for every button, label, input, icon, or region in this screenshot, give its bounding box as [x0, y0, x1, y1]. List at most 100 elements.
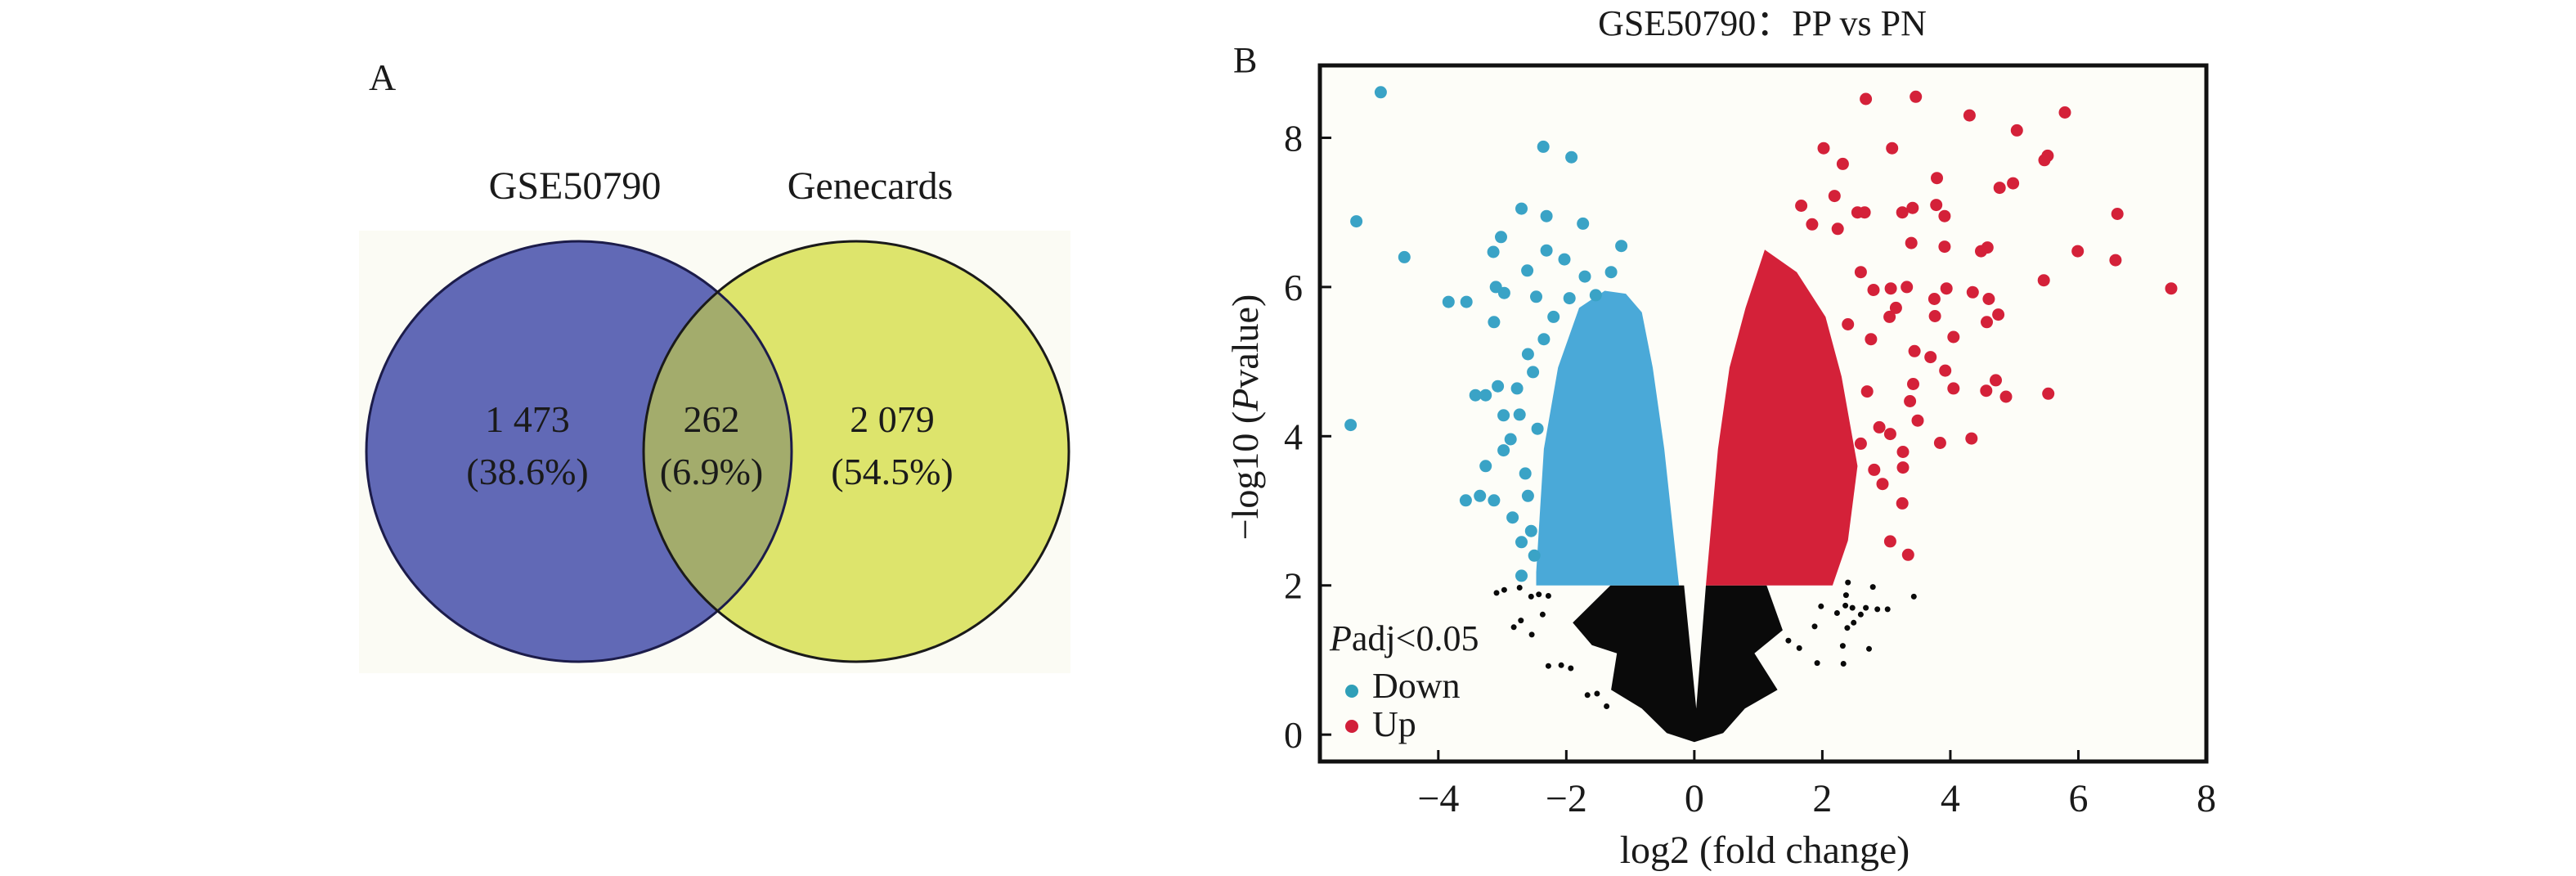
point-up	[1928, 293, 1941, 305]
point-down	[1515, 202, 1528, 215]
point-down	[1524, 524, 1537, 537]
point-down	[1495, 231, 1507, 244]
point-down	[1488, 316, 1501, 329]
point-up	[1883, 428, 1896, 441]
point-up	[1910, 90, 1923, 103]
point-ns	[1842, 592, 1849, 599]
point-up	[2111, 208, 2124, 220]
venn-count-genecards-only: 2 079	[850, 398, 935, 440]
panel-a-label: A	[369, 56, 396, 98]
legend-label-up: Up	[1372, 704, 1416, 744]
point-up	[1947, 382, 1960, 395]
point-up	[1896, 461, 1910, 474]
point-ns	[1558, 662, 1564, 668]
point-up	[1939, 364, 1952, 377]
y-tick-label: 0	[1284, 714, 1303, 756]
point-ns	[1845, 579, 1851, 586]
legend-marker-down	[1345, 685, 1358, 698]
point-ns	[1884, 606, 1891, 613]
venn-percent-intersection: (6.9%)	[660, 451, 763, 492]
point-ns	[1594, 690, 1600, 697]
venn-outline-genecards	[642, 240, 1070, 663]
x-tick-label: 0	[1685, 777, 1704, 820]
point-up	[1980, 384, 1993, 398]
y-axis-label-prefix: −log10 (	[1224, 411, 1266, 541]
point-down	[1497, 444, 1510, 457]
point-down	[1558, 253, 1571, 266]
point-ns	[1518, 618, 1524, 624]
point-up	[1889, 301, 1902, 314]
point-ns	[1785, 637, 1792, 644]
point-up	[1883, 310, 1896, 323]
point-ns	[1851, 619, 1857, 626]
point-ns	[1849, 604, 1856, 611]
point-up	[1860, 385, 1874, 398]
point-up	[2038, 154, 2051, 167]
x-tick-label: 8	[2197, 777, 2216, 820]
point-up	[1982, 293, 1995, 305]
point-down	[1398, 250, 1411, 263]
point-up	[1905, 236, 1918, 249]
density-region-up	[1706, 249, 1858, 586]
point-ns	[1604, 703, 1610, 709]
legend: Padj<0.05 Down Up	[1329, 618, 1479, 744]
point-ns	[1536, 591, 1542, 598]
venn-percent-gse50790-only: (38.6%)	[466, 451, 588, 492]
point-up	[1938, 209, 1951, 222]
point-down	[1492, 380, 1505, 393]
point-down	[1460, 295, 1473, 308]
point-ns	[1516, 585, 1523, 591]
point-down	[1504, 433, 1517, 446]
point-up	[1896, 446, 1910, 458]
point-up	[1876, 478, 1889, 491]
point-up	[1993, 182, 2006, 195]
venn-count-gse50790-only: 1 473	[485, 398, 570, 440]
point-up	[1924, 351, 1937, 364]
point-up	[1854, 266, 1867, 279]
point-up	[1860, 92, 1873, 106]
legend-label-down: Down	[1372, 666, 1461, 706]
point-up	[1886, 142, 1899, 155]
point-up	[1795, 200, 1808, 212]
point-ns	[1528, 631, 1535, 638]
point-down	[1469, 389, 1482, 402]
point-down	[1604, 266, 1618, 279]
point-down	[1563, 292, 1576, 305]
point-down	[1531, 422, 1544, 435]
legend-title-rest: adj<0.05	[1352, 618, 1479, 658]
point-down	[1479, 389, 1492, 402]
point-up	[1883, 535, 1896, 548]
y-axis-label: −log10 (Pvalue)	[1224, 294, 1266, 541]
point-up	[1931, 172, 1943, 185]
x-tick-label: −2	[1546, 777, 1587, 820]
venn-outline-gse50790	[365, 240, 793, 663]
point-down	[1488, 494, 1501, 507]
point-up	[1896, 496, 1909, 510]
data-points	[1344, 86, 2178, 709]
point-up	[2007, 177, 2020, 190]
point-ns	[1833, 610, 1840, 616]
point-ns	[1869, 584, 1876, 591]
point-down	[1515, 569, 1528, 582]
legend-marker-up	[1345, 720, 1358, 733]
point-ns	[1866, 645, 1872, 652]
point-up	[1836, 157, 1849, 170]
point-up	[1828, 190, 1841, 203]
point-down	[1510, 382, 1524, 395]
point-up	[1981, 241, 1994, 254]
point-down	[1474, 489, 1487, 502]
venn-intersection	[644, 241, 792, 662]
point-down	[1521, 264, 1534, 277]
point-up	[2071, 245, 2085, 258]
y-tick-label: 4	[1284, 416, 1303, 457]
point-up	[1901, 281, 1914, 294]
point-up	[1930, 199, 1943, 212]
point-ns	[1857, 611, 1864, 618]
point-up	[1928, 310, 1941, 322]
point-down	[1350, 215, 1363, 228]
x-tick-label: 6	[2068, 777, 2088, 820]
point-down	[1519, 467, 1532, 480]
venn-set-label-gse50790: GSE50790	[489, 164, 662, 208]
point-up	[1806, 218, 1819, 231]
point-up	[1992, 308, 2005, 321]
